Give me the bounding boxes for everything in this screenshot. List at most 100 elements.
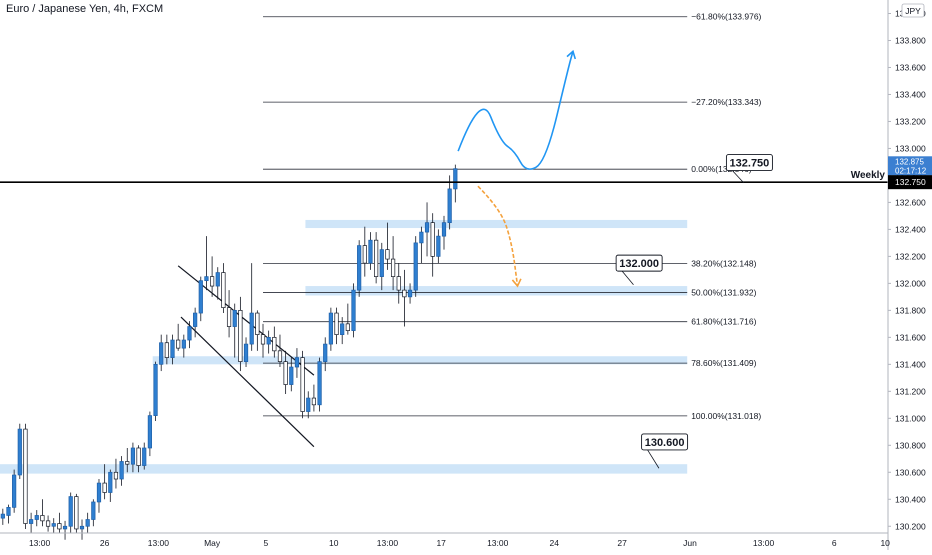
- bullish-candle[interactable]: [108, 471, 113, 493]
- bearish-candle[interactable]: [283, 361, 288, 385]
- bearish-candle[interactable]: [396, 276, 401, 291]
- callout-box[interactable]: [615, 254, 663, 272]
- bearish-candle[interactable]: [23, 428, 28, 524]
- bullish-candle[interactable]: [306, 397, 311, 412]
- bullish-candle[interactable]: [62, 525, 68, 530]
- bullish-candle[interactable]: [328, 312, 333, 345]
- bearish-candle[interactable]: [136, 447, 141, 466]
- bearish-candle[interactable]: [40, 515, 45, 522]
- bearish-candle[interactable]: [430, 222, 435, 257]
- bullish-candle[interactable]: [441, 222, 447, 237]
- bullish-candle[interactable]: [51, 523, 56, 527]
- bullish-candle[interactable]: [12, 474, 17, 508]
- bullish-candle[interactable]: [130, 447, 136, 465]
- bearish-candle[interactable]: [74, 496, 79, 530]
- time-tick-label: 6: [832, 538, 837, 548]
- bullish-candle[interactable]: [232, 310, 237, 327]
- bearish-candle[interactable]: [277, 350, 283, 362]
- support-zone[interactable]: [0, 464, 688, 474]
- price-axis[interactable]: [888, 0, 932, 550]
- bullish-candle[interactable]: [289, 366, 294, 385]
- bearish-candle[interactable]: [102, 482, 107, 493]
- bearish-candle[interactable]: [255, 312, 260, 335]
- bullish-candle[interactable]: [29, 519, 34, 524]
- bullish-candle[interactable]: [368, 239, 373, 264]
- bullish-candle[interactable]: [187, 326, 192, 341]
- bullish-candle[interactable]: [79, 525, 85, 530]
- channel-line[interactable]: [180, 316, 315, 448]
- bearish-candle[interactable]: [260, 334, 266, 345]
- projection-path-bearish[interactable]: [477, 185, 519, 287]
- bearish-candle[interactable]: [238, 310, 243, 362]
- bullish-candle[interactable]: [357, 245, 362, 291]
- bullish-candle[interactable]: [153, 363, 158, 416]
- bullish-candle[interactable]: [119, 461, 124, 480]
- bearish-candle[interactable]: [362, 245, 367, 264]
- support-zone[interactable]: [152, 356, 688, 365]
- bullish-candle[interactable]: [413, 242, 418, 291]
- support-zone[interactable]: [305, 286, 688, 296]
- bullish-candle[interactable]: [147, 415, 152, 449]
- bearish-candle[interactable]: [125, 461, 130, 465]
- bullish-candle[interactable]: [0, 513, 5, 519]
- bearish-candle[interactable]: [300, 357, 305, 412]
- bearish-candle[interactable]: [113, 471, 119, 480]
- bullish-candle[interactable]: [249, 312, 254, 345]
- bullish-candle[interactable]: [317, 361, 322, 406]
- bullish-candle[interactable]: [379, 249, 384, 277]
- bearish-candle[interactable]: [374, 239, 379, 277]
- bullish-candle[interactable]: [34, 515, 39, 520]
- bullish-candle[interactable]: [453, 168, 458, 190]
- bearish-candle[interactable]: [209, 276, 215, 287]
- bullish-candle[interactable]: [424, 222, 430, 233]
- bullish-candle[interactable]: [407, 289, 413, 298]
- bullish-candle[interactable]: [142, 447, 147, 466]
- bearish-candle[interactable]: [226, 307, 232, 327]
- bullish-candle[interactable]: [170, 339, 175, 358]
- bearish-candle[interactable]: [57, 523, 62, 530]
- price-tick-label: 131.200: [895, 386, 926, 396]
- current-price-badge[interactable]: [888, 156, 932, 176]
- bullish-candle[interactable]: [323, 343, 328, 362]
- bearish-candle[interactable]: [345, 323, 350, 331]
- bearish-candle[interactable]: [45, 520, 51, 527]
- bearish-candle[interactable]: [272, 336, 277, 352]
- bullish-candle[interactable]: [91, 501, 96, 520]
- bullish-candle[interactable]: [96, 482, 102, 503]
- bullish-candle[interactable]: [340, 323, 345, 335]
- currency-box[interactable]: [901, 3, 925, 18]
- bullish-candle[interactable]: [17, 428, 22, 476]
- price-tick-label: 131.600: [895, 332, 926, 342]
- bullish-candle[interactable]: [243, 343, 249, 362]
- bullish-candle[interactable]: [419, 231, 424, 244]
- bullish-candle[interactable]: [193, 312, 198, 327]
- bearish-candle[interactable]: [311, 397, 317, 406]
- bullish-candle[interactable]: [159, 342, 164, 365]
- bullish-candle[interactable]: [447, 188, 452, 223]
- support-zone[interactable]: [305, 219, 688, 229]
- projection-path-bullish[interactable]: [457, 51, 574, 170]
- bullish-candle[interactable]: [181, 339, 186, 349]
- bearish-candle[interactable]: [385, 249, 390, 260]
- bullish-candle[interactable]: [85, 519, 90, 527]
- weekly-price-badge[interactable]: [888, 175, 932, 190]
- bullish-candle[interactable]: [215, 272, 220, 287]
- bearish-candle[interactable]: [176, 339, 181, 349]
- callout-box[interactable]: [641, 433, 689, 451]
- bearish-candle[interactable]: [221, 272, 226, 309]
- bearish-candle[interactable]: [334, 312, 339, 335]
- bullish-candle[interactable]: [436, 235, 441, 257]
- bullish-candle[interactable]: [6, 507, 11, 516]
- bearish-candle[interactable]: [164, 342, 169, 358]
- callout-box[interactable]: [725, 154, 773, 172]
- bearish-candle[interactable]: [390, 258, 396, 277]
- bearish-candle[interactable]: [402, 289, 407, 298]
- bullish-candle[interactable]: [294, 357, 300, 368]
- bullish-candle[interactable]: [266, 336, 271, 345]
- bullish-candle[interactable]: [204, 276, 209, 282]
- bullish-candle[interactable]: [198, 280, 203, 314]
- bullish-candle[interactable]: [68, 496, 73, 527]
- bullish-candle[interactable]: [351, 289, 356, 331]
